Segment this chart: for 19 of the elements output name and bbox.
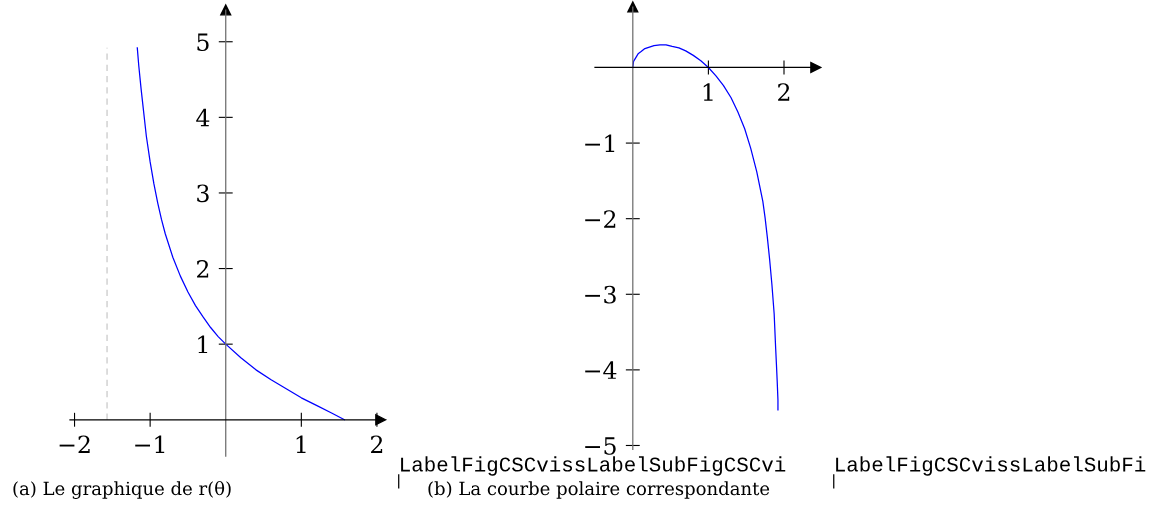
y-tick-label: −3 — [585, 285, 616, 304]
y-tick-label: 5 — [197, 33, 209, 52]
text: LabelFigCSCvissLabelSubFigCSCvi — [401, 456, 786, 476]
text: (a) Le graphique de r(θ) — [13, 481, 231, 499]
y-tick-label: −1 — [585, 134, 615, 153]
y-tick-label: 1 — [198, 335, 208, 354]
y-tick-label: 4 — [196, 108, 210, 127]
y-tick-label: 2 — [197, 260, 209, 278]
y-tick-label: 3 — [197, 184, 209, 203]
x-tick-label: −2 — [59, 435, 90, 453]
y-tick-label: −5 — [585, 437, 616, 455]
line-series — [632, 44, 779, 411]
x-tick-label: −1 — [135, 435, 165, 453]
text: (b) La courbe polaire correspondante — [428, 481, 770, 499]
text: LabelFigCSCvissLabelSubFi — [836, 456, 1146, 476]
y-tick-label: −4 — [585, 361, 617, 379]
x-tick-label: 2 — [371, 435, 383, 453]
x-tick-label: 1 — [296, 435, 306, 453]
y-tick-label: −2 — [585, 210, 616, 228]
